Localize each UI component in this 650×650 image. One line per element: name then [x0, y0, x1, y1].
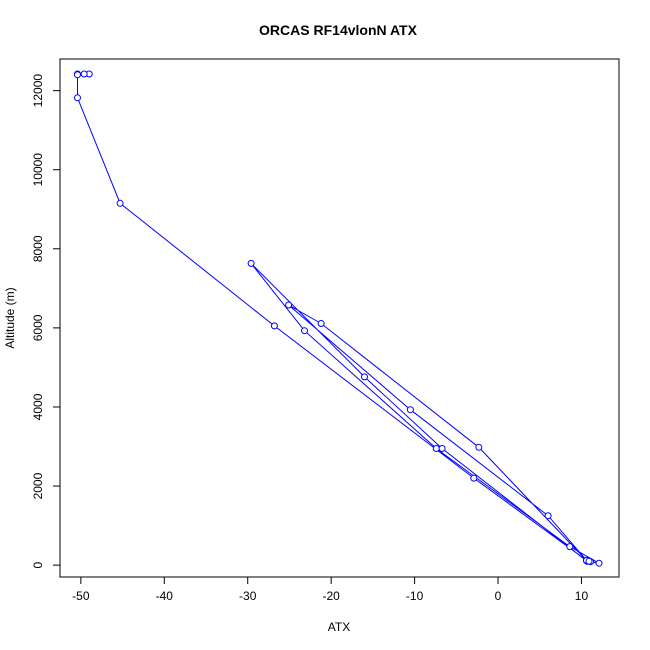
data-point — [361, 373, 368, 381]
data-point — [566, 543, 574, 551]
data-point — [585, 557, 593, 565]
series-line — [77, 73, 600, 564]
y-tick-label: 6000 — [31, 314, 45, 341]
y-tick-label: 0 — [31, 561, 45, 568]
data-point — [317, 320, 325, 327]
chart-title: ORCAS RF14vlonN ATX — [259, 22, 418, 38]
y-axis: 0 2000 4000 6000 8000 10000 12000 — [31, 74, 61, 568]
data-point — [270, 322, 278, 330]
x-axis-label: ATX — [328, 620, 350, 634]
data-point — [80, 70, 88, 78]
data-point — [432, 445, 440, 452]
x-tick-label: -20 — [322, 589, 340, 603]
y-tick-label: 10000 — [31, 153, 45, 187]
data-point — [595, 559, 603, 567]
x-tick-label: -50 — [72, 589, 90, 603]
data-point — [74, 94, 81, 102]
data-point — [247, 259, 255, 267]
data-point — [74, 71, 81, 79]
data-point — [406, 406, 414, 414]
data-point — [301, 327, 308, 335]
series-layer — [74, 70, 603, 567]
x-axis: -50 -40 -30 -20 -10 0 10 — [72, 576, 589, 603]
x-tick-label: -10 — [406, 589, 424, 603]
x-tick-label: 10 — [575, 589, 589, 603]
y-tick-label: 4000 — [31, 393, 45, 420]
y-tick-label: 8000 — [31, 235, 45, 262]
x-tick-label: -40 — [156, 589, 174, 603]
data-point — [285, 301, 293, 309]
data-point — [544, 512, 552, 520]
x-tick-label: 0 — [495, 589, 502, 603]
data-point — [475, 443, 483, 451]
y-tick-label: 2000 — [31, 472, 45, 499]
x-tick-label: -30 — [239, 589, 257, 603]
data-point — [438, 445, 446, 452]
y-axis-label: Altitude (m) — [3, 287, 17, 348]
y-tick-label: 12000 — [31, 74, 45, 108]
data-point — [470, 474, 478, 482]
data-point — [116, 199, 124, 207]
plot-frame — [59, 58, 620, 578]
